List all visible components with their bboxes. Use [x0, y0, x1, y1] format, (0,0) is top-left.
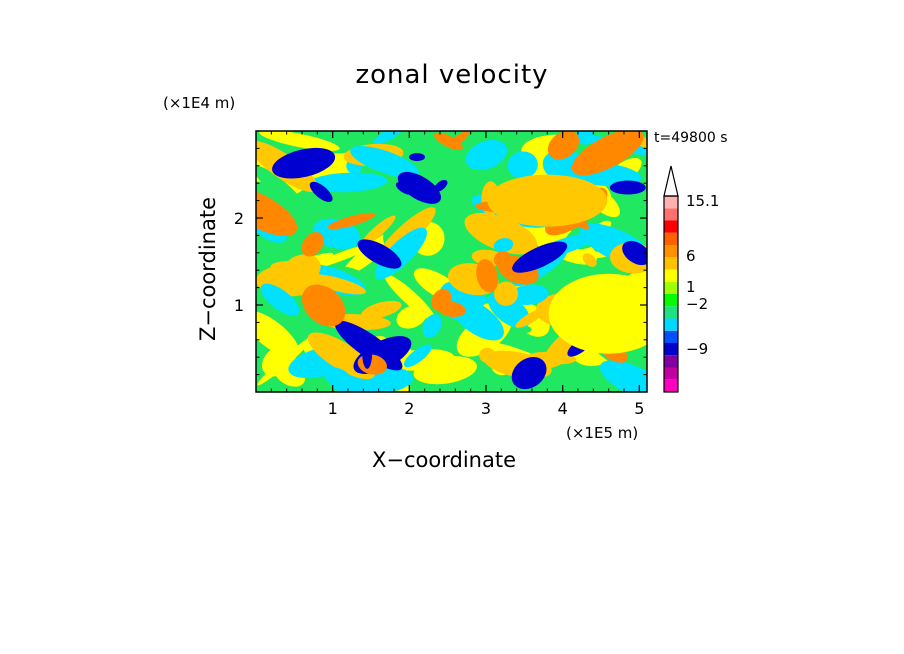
x-tick-label: 2	[404, 399, 414, 418]
axes: 1 2 3 4 5 1 2	[234, 131, 647, 418]
velocity-field	[256, 131, 647, 392]
colorbar-level	[664, 232, 678, 245]
field-contour	[582, 253, 597, 267]
field-contour	[609, 180, 646, 195]
field-contour	[487, 174, 608, 227]
field-contour	[507, 151, 538, 179]
y-tick-label: 1	[234, 296, 244, 315]
field-contour	[327, 212, 376, 230]
field-contour	[493, 281, 519, 306]
x-tick-label: 4	[558, 399, 568, 418]
field-contour	[308, 172, 388, 193]
field-contour	[422, 314, 442, 338]
colorbar-frame	[663, 195, 679, 393]
field-contour	[384, 274, 436, 321]
field-contour	[257, 336, 314, 386]
colorbar-label: −2	[686, 295, 708, 313]
field-contour	[350, 146, 419, 178]
field-contour	[433, 179, 448, 192]
colorbar-level	[664, 269, 678, 282]
colorbar: 15.1 6 1−2 −9	[663, 165, 719, 393]
colorbar-level	[664, 343, 678, 356]
field-contour	[309, 181, 333, 203]
colorbar-level	[664, 257, 678, 270]
field-contour	[307, 274, 366, 295]
colorbar-level	[664, 379, 678, 392]
field-contour	[372, 131, 409, 146]
field-contour	[395, 182, 414, 195]
field-contour	[599, 360, 647, 392]
colorbar-level	[664, 355, 678, 368]
field-contour	[357, 239, 402, 269]
field-contour	[301, 232, 324, 257]
colorbar-label: 6	[686, 247, 696, 265]
plot-frame	[255, 130, 648, 393]
field-contour	[256, 186, 298, 237]
field-contour	[448, 131, 469, 148]
field-contour	[360, 215, 396, 247]
field-contour	[397, 171, 442, 204]
field-contour	[511, 357, 547, 390]
colorbar-label: −9	[686, 340, 708, 358]
field-contour	[362, 336, 373, 369]
colorbar-level	[664, 245, 678, 258]
x-tick-label: 5	[634, 399, 644, 418]
colorbar-label: 1	[686, 278, 696, 296]
colorbar-level	[664, 318, 678, 331]
field-contour	[256, 166, 308, 214]
x-tick-label: 1	[328, 399, 338, 418]
x-tick-label: 3	[481, 399, 491, 418]
colorbar-level	[664, 208, 678, 221]
field-contour	[308, 243, 373, 270]
field-contour	[280, 208, 318, 246]
field-contour	[437, 301, 466, 317]
colorbar-level	[664, 281, 678, 294]
x-axis-label: X−coordinate	[372, 448, 516, 472]
field-contour	[548, 273, 647, 354]
colorbar-level	[664, 220, 678, 233]
field-contour	[512, 241, 568, 273]
field-contour	[301, 284, 346, 327]
colorbar-label: 15.1	[686, 192, 719, 210]
colorbar-level	[664, 294, 678, 307]
y-tick-label: 2	[234, 209, 244, 228]
colorbar-level	[664, 306, 678, 319]
field-contour	[571, 131, 644, 176]
colorbar-extension-arrow	[663, 165, 679, 197]
field-contour	[361, 300, 402, 319]
field-contour	[515, 308, 545, 328]
field-contour	[403, 344, 432, 368]
field-contour	[476, 259, 499, 293]
field-contour	[509, 284, 549, 305]
field-contour	[259, 131, 340, 151]
y-axis-unit: (×1E4 m)	[163, 94, 236, 112]
field-contour	[409, 153, 425, 162]
field-contour	[547, 131, 580, 160]
field-contour	[323, 367, 352, 389]
field-contour	[282, 254, 321, 285]
chart-title: zonal velocity	[355, 60, 549, 90]
field-contour	[622, 240, 647, 266]
field-contour	[272, 147, 336, 179]
field-contour	[260, 283, 300, 316]
x-axis-unit: (×1E5 m)	[566, 424, 639, 442]
field-contour	[493, 238, 514, 253]
colorbar-level	[664, 367, 678, 380]
field-contour	[465, 139, 508, 171]
time-annotation: t=49800 s	[654, 130, 728, 146]
colorbar-level	[664, 196, 678, 209]
colorbar-level	[664, 330, 678, 343]
field-contour	[464, 212, 538, 255]
